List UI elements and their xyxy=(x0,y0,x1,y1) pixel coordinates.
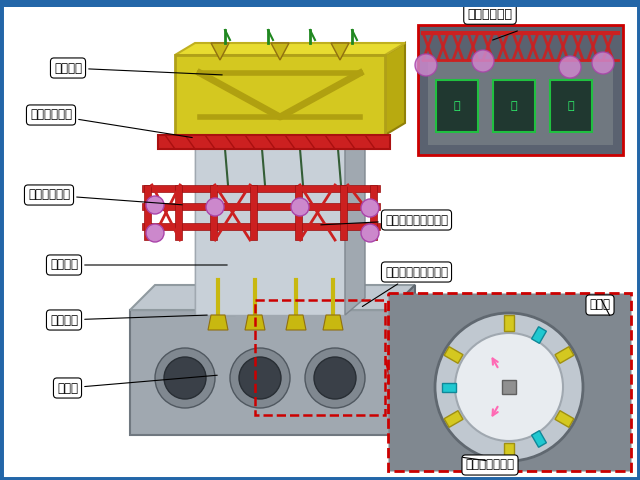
Circle shape xyxy=(559,56,581,78)
Polygon shape xyxy=(323,315,343,330)
Polygon shape xyxy=(195,145,235,315)
Bar xyxy=(210,185,217,240)
Bar xyxy=(388,293,631,471)
Polygon shape xyxy=(504,443,514,459)
Circle shape xyxy=(361,224,379,242)
Polygon shape xyxy=(504,315,514,331)
Circle shape xyxy=(415,54,437,76)
Bar xyxy=(295,185,302,240)
Text: 钢管桩下部抱桩系统: 钢管桩下部抱桩系统 xyxy=(362,265,448,307)
Circle shape xyxy=(291,198,309,216)
Circle shape xyxy=(361,199,379,217)
Text: 墩身顶紧机构: 墩身顶紧机构 xyxy=(467,8,513,21)
Bar xyxy=(175,55,385,135)
Bar xyxy=(502,380,516,394)
Polygon shape xyxy=(286,315,306,330)
Circle shape xyxy=(435,313,583,461)
Text: 吊具主梁: 吊具主梁 xyxy=(54,61,222,75)
Circle shape xyxy=(472,50,494,72)
Polygon shape xyxy=(390,285,415,435)
Polygon shape xyxy=(532,431,547,447)
Bar xyxy=(370,185,377,240)
Polygon shape xyxy=(130,310,390,435)
Text: 首节墩台: 首节墩台 xyxy=(50,313,207,326)
Bar xyxy=(144,185,151,240)
Text: 钢吊杆: 钢吊杆 xyxy=(57,375,217,395)
Circle shape xyxy=(206,198,224,216)
Text: 剪力键: 剪力键 xyxy=(589,299,611,312)
Text: 三向调位机构: 三向调位机构 xyxy=(28,189,182,205)
Circle shape xyxy=(592,52,614,74)
Polygon shape xyxy=(271,43,289,60)
Circle shape xyxy=(305,348,365,408)
Polygon shape xyxy=(130,285,415,310)
Polygon shape xyxy=(208,315,228,330)
Text: 亿: 亿 xyxy=(511,101,517,111)
Polygon shape xyxy=(442,383,456,392)
Circle shape xyxy=(314,357,356,399)
Polygon shape xyxy=(444,411,463,427)
Circle shape xyxy=(146,224,164,242)
Bar xyxy=(255,300,385,415)
Text: 楔形块顶紧机构: 楔形块顶紧机构 xyxy=(465,458,515,471)
Circle shape xyxy=(146,196,164,214)
Polygon shape xyxy=(195,145,345,315)
Circle shape xyxy=(230,348,290,408)
Text: 钢管桩上部抱桩系统: 钢管桩上部抱桩系统 xyxy=(321,214,448,227)
Bar xyxy=(418,25,623,155)
Polygon shape xyxy=(195,128,365,145)
Bar xyxy=(142,223,380,230)
Polygon shape xyxy=(555,411,574,427)
Bar xyxy=(493,80,535,132)
Bar xyxy=(0,0,640,7)
Polygon shape xyxy=(331,43,349,60)
Bar xyxy=(428,60,613,145)
Polygon shape xyxy=(444,347,463,363)
Circle shape xyxy=(239,357,281,399)
Polygon shape xyxy=(211,43,229,60)
Bar xyxy=(142,203,380,210)
Text: 底部承托桁架: 底部承托桁架 xyxy=(30,108,192,138)
Polygon shape xyxy=(555,347,574,363)
Polygon shape xyxy=(345,128,365,315)
Text: 亿: 亿 xyxy=(568,101,574,111)
Bar xyxy=(158,135,390,149)
Bar xyxy=(142,185,380,192)
Bar xyxy=(175,185,182,240)
Circle shape xyxy=(164,357,206,399)
Bar xyxy=(340,185,347,240)
Text: 亿: 亿 xyxy=(454,101,460,111)
Polygon shape xyxy=(245,315,265,330)
Bar xyxy=(550,80,592,132)
Circle shape xyxy=(155,348,215,408)
Text: 柔性吊索: 柔性吊索 xyxy=(50,259,227,272)
Bar xyxy=(250,185,257,240)
Bar xyxy=(436,80,478,132)
Polygon shape xyxy=(175,43,405,55)
Polygon shape xyxy=(532,327,547,343)
Polygon shape xyxy=(385,43,405,135)
Circle shape xyxy=(455,333,563,441)
